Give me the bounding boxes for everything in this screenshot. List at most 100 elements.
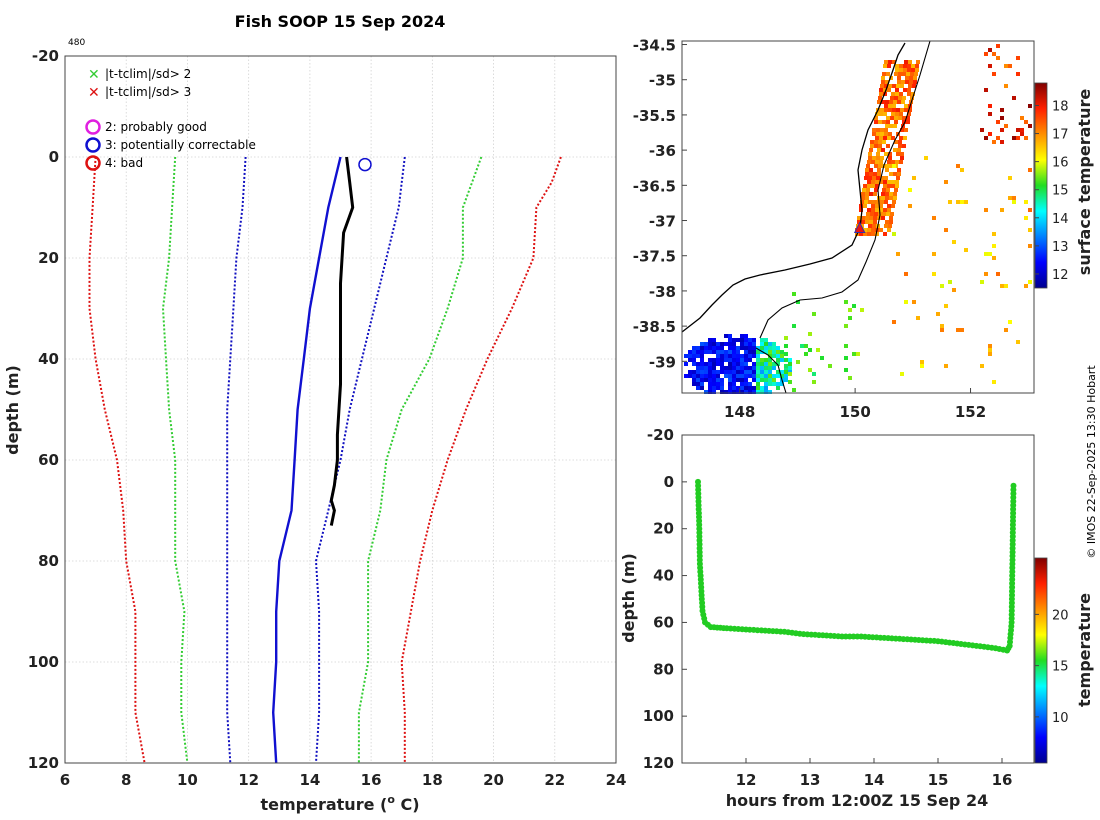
map-sst-pixel — [760, 338, 764, 342]
map-sst-pixel — [788, 372, 792, 376]
map-sst-pixel — [872, 176, 876, 180]
map-sst-pixel — [992, 380, 996, 384]
map-sst-pixel — [871, 184, 875, 188]
map-sst-pixel — [900, 128, 904, 132]
map-sst-pixel — [871, 180, 875, 184]
map-sst-pixel — [874, 120, 878, 124]
map-sst-pixel — [872, 156, 876, 160]
map-sst-pixel — [898, 140, 902, 144]
map-sst-pixel — [792, 388, 796, 392]
map-sst-pixel — [859, 232, 863, 236]
map-sst-pixel — [884, 200, 888, 204]
map-sst-pixel — [932, 216, 936, 220]
map-sst-pixel — [1012, 196, 1016, 200]
map-sst-pixel — [915, 64, 919, 68]
map-sst-pixel — [764, 366, 768, 370]
map-sst-pixel — [744, 342, 748, 346]
depth-time-y-tick-label: 40 — [653, 567, 674, 585]
map-sst-pixel — [960, 168, 964, 172]
map-sst-pixel — [748, 386, 752, 390]
map-sst-pixel — [1004, 64, 1008, 68]
map-colorbar-ticks: 12 13 14 15 16 17 18 — [1035, 99, 1069, 283]
map-sst-pixel — [884, 132, 888, 136]
map-sst-pixel — [752, 346, 756, 350]
map-sst-pixel — [748, 346, 752, 350]
profile-legend: ✕ |t-tclim|/sd> 2 ✕ |t-tclim|/sd> 3 2: p… — [85, 67, 256, 171]
map-sst-pixel — [724, 370, 728, 374]
map-sst-pixel — [872, 132, 876, 136]
map-sst-pixel — [768, 350, 772, 354]
map-sst-pixel — [871, 228, 875, 232]
legend-flag4-label: 4: bad — [105, 156, 143, 170]
map-sst-pixel — [879, 92, 883, 96]
map-sst-pixel — [867, 184, 871, 188]
map-sst-pixel — [1028, 168, 1032, 172]
map-sst-pixel — [712, 362, 716, 366]
map-sst-pixel — [940, 284, 944, 288]
map-y-tick-label: -39 — [649, 353, 676, 371]
map-sst-pixel — [704, 342, 708, 346]
depth-time-colorbar — [1034, 557, 1048, 764]
map-sst-pixel — [892, 320, 896, 324]
map-sst-pixel — [720, 390, 724, 394]
map-sst-pixel — [764, 338, 768, 342]
map-sst-pixel — [776, 362, 780, 366]
map-sst-pixel — [891, 204, 895, 208]
profile-x-label-sup: o — [387, 793, 395, 806]
map-sst-pixel — [893, 124, 897, 128]
map-sst-pixel — [708, 386, 712, 390]
map-sst-pixel — [716, 346, 720, 350]
map-sst-pixel — [899, 68, 903, 72]
map-sst-pixel — [780, 374, 784, 378]
map-sst-pixel — [732, 370, 736, 374]
map-sst-pixel — [887, 64, 891, 68]
depth-time-axes-border — [681, 434, 1035, 764]
map-sst-pixel — [732, 346, 736, 350]
map-sst-pixel — [780, 370, 784, 374]
map-sst-pixel — [700, 370, 704, 374]
map-sst-pixel — [1012, 136, 1016, 140]
depth-time-y-tick-label: 80 — [653, 660, 674, 678]
map-sst-pixel — [886, 164, 890, 168]
map-sst-pixel — [887, 88, 891, 92]
map-sst-pixel — [863, 228, 867, 232]
map-sst-pixel — [892, 84, 896, 88]
map-sst-pixel — [869, 168, 873, 172]
map-sst-pixel — [889, 192, 893, 196]
map-sst-pixel — [865, 172, 869, 176]
map-sst-pixel — [732, 386, 736, 390]
map-sst-pixel — [891, 112, 895, 116]
map-sst-pixel — [988, 348, 992, 352]
map-sst-pixel — [692, 346, 696, 350]
map-sst-pixel — [871, 232, 875, 236]
map-y-tick-label: -37.5 — [633, 248, 676, 266]
map-sst-pixel — [887, 184, 891, 188]
map-sst-pixel — [736, 378, 740, 382]
map-sst-pixel — [996, 136, 1000, 140]
map-sst-pixel — [884, 60, 888, 64]
map-sst-pixel — [920, 360, 924, 364]
map-sst-pixel — [1020, 132, 1024, 136]
legend-flag3-icon — [85, 137, 101, 153]
map-sst-pixel — [1024, 216, 1028, 220]
map-colorbar-tick-label: 12 — [1052, 268, 1069, 283]
map-sst-pixel — [748, 370, 752, 374]
map-panel: 148 150 152 -34.5-35-35.5-36-36.5-37-37.5-… — [633, 37, 1094, 421]
map-sst-pixel — [865, 196, 869, 200]
map-sst-pixel — [700, 382, 704, 386]
map-sst-pixel — [744, 358, 748, 362]
map-sst-pixel — [879, 88, 883, 92]
credit-text: © IMOS 22-Sep-2025 13:30 Hobart — [1085, 365, 1098, 559]
map-sst-pixel — [744, 334, 748, 338]
map-sst-pixel — [744, 390, 748, 394]
map-sst-pixel — [874, 212, 878, 216]
map-sst-pixel — [788, 380, 792, 384]
profile-x-tick-label: 10 — [177, 771, 198, 789]
profile-y-tick-label: 40 — [38, 350, 59, 368]
map-sst-pixel — [868, 200, 872, 204]
map-sst-pixel — [882, 72, 886, 76]
map-sst-pixel — [888, 108, 892, 112]
map-sst-pixel — [728, 366, 732, 370]
map-sst-pixel — [894, 120, 898, 124]
depth-time-y-tick-label: 120 — [643, 754, 674, 772]
